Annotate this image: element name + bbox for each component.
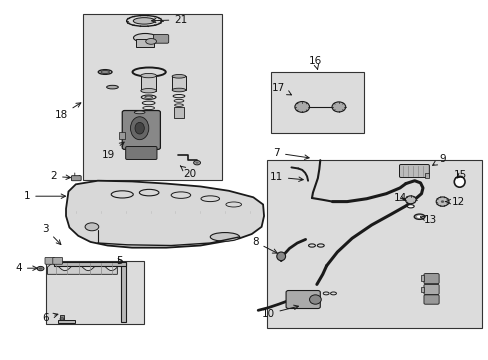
- Ellipse shape: [141, 73, 156, 78]
- Ellipse shape: [210, 233, 239, 241]
- Bar: [54, 262, 126, 266]
- Bar: [119, 132, 124, 139]
- Text: 7: 7: [273, 148, 308, 159]
- Bar: [141, 76, 156, 91]
- Text: 19: 19: [102, 142, 124, 160]
- FancyBboxPatch shape: [122, 111, 160, 149]
- Bar: [271, 72, 364, 133]
- Text: 16: 16: [308, 56, 322, 69]
- Ellipse shape: [37, 266, 44, 271]
- Ellipse shape: [413, 214, 424, 219]
- Bar: [425, 173, 428, 178]
- FancyBboxPatch shape: [423, 284, 438, 294]
- Ellipse shape: [60, 318, 64, 320]
- Text: 1: 1: [23, 191, 65, 201]
- Ellipse shape: [416, 215, 422, 218]
- Ellipse shape: [440, 200, 443, 203]
- Text: 12: 12: [445, 197, 465, 207]
- Bar: [136, 39, 154, 47]
- Ellipse shape: [309, 295, 321, 304]
- Ellipse shape: [135, 122, 144, 134]
- Ellipse shape: [39, 267, 42, 270]
- Ellipse shape: [276, 252, 285, 261]
- FancyBboxPatch shape: [125, 147, 157, 159]
- Text: 5: 5: [116, 256, 123, 266]
- Polygon shape: [66, 181, 264, 248]
- Ellipse shape: [294, 102, 309, 112]
- Bar: [58, 320, 75, 323]
- Ellipse shape: [331, 102, 345, 112]
- Ellipse shape: [130, 117, 148, 140]
- FancyBboxPatch shape: [71, 176, 81, 181]
- FancyBboxPatch shape: [153, 35, 168, 43]
- Text: 8: 8: [251, 237, 277, 253]
- Text: 2: 2: [50, 171, 70, 181]
- Text: 15: 15: [453, 170, 467, 180]
- Text: 9: 9: [432, 154, 445, 165]
- FancyBboxPatch shape: [423, 274, 438, 284]
- Text: 4: 4: [15, 263, 37, 273]
- Ellipse shape: [106, 85, 118, 89]
- FancyBboxPatch shape: [45, 257, 55, 264]
- Text: 6: 6: [42, 312, 58, 323]
- Ellipse shape: [85, 223, 99, 231]
- Ellipse shape: [144, 96, 152, 98]
- Text: 10: 10: [261, 305, 298, 319]
- Ellipse shape: [133, 18, 155, 24]
- Ellipse shape: [435, 197, 448, 206]
- Bar: [83, 14, 222, 180]
- Text: 18: 18: [54, 103, 81, 120]
- Bar: [266, 160, 481, 328]
- Ellipse shape: [172, 75, 185, 78]
- Ellipse shape: [145, 39, 156, 44]
- FancyBboxPatch shape: [399, 165, 428, 177]
- Ellipse shape: [172, 88, 185, 92]
- Bar: [121, 262, 126, 322]
- Ellipse shape: [101, 71, 109, 73]
- Ellipse shape: [195, 162, 198, 164]
- Text: 13: 13: [420, 215, 436, 225]
- Bar: [420, 287, 423, 292]
- Bar: [174, 107, 183, 118]
- Bar: [60, 315, 63, 320]
- FancyBboxPatch shape: [423, 295, 438, 304]
- Text: 20: 20: [180, 166, 196, 179]
- FancyBboxPatch shape: [53, 257, 62, 264]
- Text: 17: 17: [271, 83, 291, 95]
- Text: 11: 11: [269, 172, 303, 182]
- Text: 21: 21: [151, 15, 187, 25]
- Bar: [46, 261, 144, 324]
- Ellipse shape: [453, 176, 464, 187]
- Bar: [172, 76, 185, 90]
- Ellipse shape: [134, 111, 145, 114]
- Ellipse shape: [407, 204, 413, 208]
- Polygon shape: [47, 264, 117, 274]
- Ellipse shape: [405, 196, 415, 204]
- Text: 14: 14: [392, 193, 406, 203]
- Bar: [420, 275, 423, 281]
- Ellipse shape: [193, 161, 200, 165]
- Text: 3: 3: [42, 224, 61, 244]
- FancyBboxPatch shape: [285, 291, 320, 309]
- Ellipse shape: [133, 33, 157, 42]
- Ellipse shape: [141, 89, 156, 93]
